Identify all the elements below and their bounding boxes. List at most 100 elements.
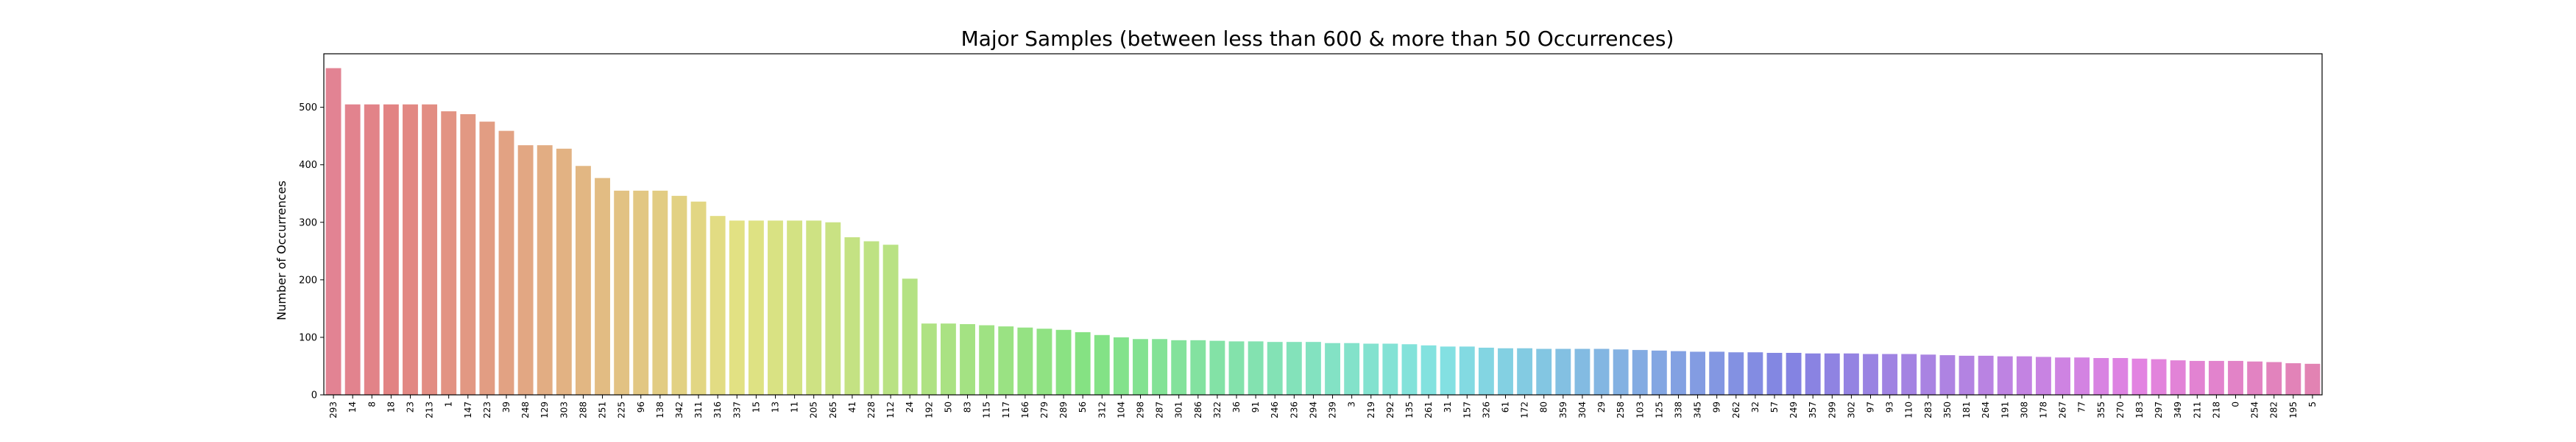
bars-group	[325, 68, 2321, 396]
bar-249	[1786, 353, 1802, 395]
bar-302	[1843, 353, 1859, 395]
bar-77	[2074, 357, 2090, 395]
bar-110	[1901, 354, 1917, 395]
x-tick-label: 96	[636, 401, 646, 413]
bar-258	[1613, 349, 1629, 395]
bar-282	[2266, 362, 2282, 395]
bar-41	[844, 237, 860, 395]
x-tick-label: 228	[866, 401, 877, 418]
x-tick-label: 293	[328, 401, 339, 418]
bar-265	[825, 222, 841, 395]
x-tick-label: 258	[1616, 401, 1626, 418]
bar-23	[403, 104, 418, 395]
bar-248	[517, 145, 534, 395]
y-tick-label: 100	[299, 332, 317, 343]
bar-11	[787, 220, 803, 395]
x-tick-label: 29	[1596, 401, 1607, 413]
x-tick-label: 0	[2231, 401, 2241, 407]
x-tick-label: 316	[712, 401, 723, 418]
x-tick-label: 39	[501, 401, 512, 413]
x-tick-label: 322	[1212, 401, 1222, 418]
bar-294	[1306, 342, 1321, 395]
x-tick-label: 355	[2096, 401, 2106, 418]
x-tick-label: 294	[1308, 401, 1318, 418]
bar-287	[1152, 339, 1168, 395]
bar-172	[1517, 348, 1533, 395]
bar-80	[1536, 348, 1552, 395]
x-tick-label: 249	[1788, 401, 1799, 418]
bar-293	[325, 68, 342, 396]
x-tick-label: 357	[1808, 401, 1818, 418]
x-tick-label: 125	[1654, 401, 1664, 418]
bar-292	[1382, 343, 1398, 395]
bar-262	[1728, 352, 1744, 395]
x-tick-label: 104	[1116, 401, 1126, 418]
bar-36	[1228, 341, 1245, 395]
y-tick-label: 300	[299, 217, 317, 228]
x-tick-label: 326	[1481, 401, 1491, 418]
x-tick-label: 292	[1385, 401, 1395, 418]
bar-349	[2170, 360, 2186, 395]
x-tick-label: 248	[520, 401, 531, 418]
bar-138	[652, 190, 668, 395]
x-tick-label: 254	[2250, 401, 2260, 418]
bar-112	[882, 245, 899, 395]
x-tick-label: 172	[1520, 401, 1530, 418]
x-tick-label: 225	[617, 401, 627, 418]
y-tick-label: 500	[299, 102, 317, 113]
bar-15	[748, 220, 764, 395]
x-tick-label: 91	[1250, 401, 1261, 413]
x-tick-label: 302	[1846, 401, 1856, 418]
x-tick-label: 218	[2211, 401, 2221, 418]
bar-270	[2112, 358, 2129, 395]
bar-99	[1709, 351, 1725, 395]
x-tick-label: 282	[2269, 401, 2279, 418]
x-tick-label: 147	[463, 401, 473, 418]
bar-311	[690, 201, 707, 395]
bar-183	[2131, 358, 2148, 395]
bar-239	[1325, 343, 1340, 395]
bar-205	[806, 220, 822, 395]
plot-frame	[323, 53, 2323, 396]
bar-39	[498, 130, 514, 395]
x-tick-label: 311	[693, 401, 704, 418]
bar-192	[921, 323, 937, 395]
y-axis-label: Number of Occurrences	[275, 180, 289, 320]
bar-322	[1209, 340, 1225, 395]
x-tick-label: 308	[2019, 401, 2029, 418]
x-tick-label: 157	[1462, 401, 1472, 418]
bar-251	[595, 178, 610, 395]
x-tick-label: 83	[963, 401, 973, 413]
x-tick-label: 11	[790, 401, 800, 413]
bar-299	[1824, 353, 1840, 395]
bar-178	[2036, 357, 2051, 395]
y-ticks: 0 100 200 300 400 500	[299, 102, 324, 401]
bar-223	[479, 122, 495, 395]
bar-279	[1036, 329, 1052, 395]
bar-218	[2208, 360, 2224, 395]
bar-18	[383, 104, 399, 395]
x-tick-label: 110	[1904, 401, 1914, 418]
bar-267	[2055, 357, 2071, 395]
x-tick-label: 103	[1635, 401, 1645, 418]
bar-326	[1478, 347, 1494, 395]
x-tick-label: 205	[809, 401, 819, 418]
bar-211	[2189, 360, 2205, 395]
bar-191	[1997, 356, 2013, 395]
x-tick-label: 13	[770, 401, 780, 413]
x-tick-label: 267	[2058, 401, 2068, 418]
bar-304	[1574, 348, 1590, 395]
bar-225	[614, 190, 630, 395]
x-tick-label: 93	[1885, 401, 1895, 413]
x-tick-label: 236	[1289, 401, 1299, 418]
x-tick-label: 97	[1866, 401, 1876, 413]
x-tick-label: 239	[1328, 401, 1338, 418]
x-tick-label: 31	[1443, 401, 1453, 413]
bar-213	[422, 104, 438, 395]
bar-308	[2016, 356, 2032, 395]
x-tick-label: 287	[1155, 401, 1165, 418]
x-tick-label: 80	[1539, 401, 1549, 413]
x-tick-label: 181	[1961, 401, 1972, 418]
bar-29	[1593, 348, 1610, 395]
